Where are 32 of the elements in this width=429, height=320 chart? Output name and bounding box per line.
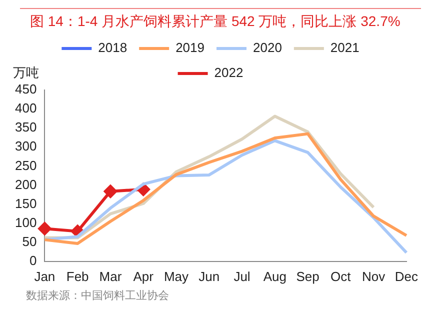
legend-label: 2022 [214,65,244,80]
point [104,184,117,198]
y-tick-label: 450 [14,82,37,97]
y-axis-title: 万吨 [13,65,39,80]
chart-title: 图 14：1-4 月水产饲料累计产量 542 万吨，同比上涨 32.7% [29,12,402,30]
y-tick-label: 350 [14,120,37,135]
x-tick-label: Oct [330,268,352,284]
x-tick-label: May [164,268,190,284]
x-tick-label: Aug [263,268,286,284]
y-tick-label: 300 [14,138,37,154]
y-tick-label: 0 [29,252,37,268]
legend-label: 2020 [253,40,282,56]
x-tick-label: Mar [99,268,122,284]
x-tick-label: Nov [362,268,386,284]
point [38,222,52,236]
y-tick-label: 150 [14,196,37,211]
y-tick-label: 200 [14,176,37,192]
source-note: 数据来源：中国饲料工业协会 [25,289,170,303]
y-tick-label: 400 [14,100,37,116]
x-tick-label: Jul [234,268,250,284]
x-tick-label: Jun [198,268,220,284]
legend-label: 2019 [176,40,204,56]
x-tick-label: Feb [66,268,89,284]
y-tick-label: 50 [22,234,37,249]
y-tick-label: 100 [14,214,37,230]
legend-label: 2021 [330,40,360,56]
y-tick-label: 250 [14,158,37,173]
x-tick-label: Dec [394,268,418,284]
x-tick-label: Jan [34,268,56,284]
x-tick-label: Apr [133,268,154,284]
legend-label: 2018 [98,40,128,56]
x-tick-label: Sep [296,268,320,284]
